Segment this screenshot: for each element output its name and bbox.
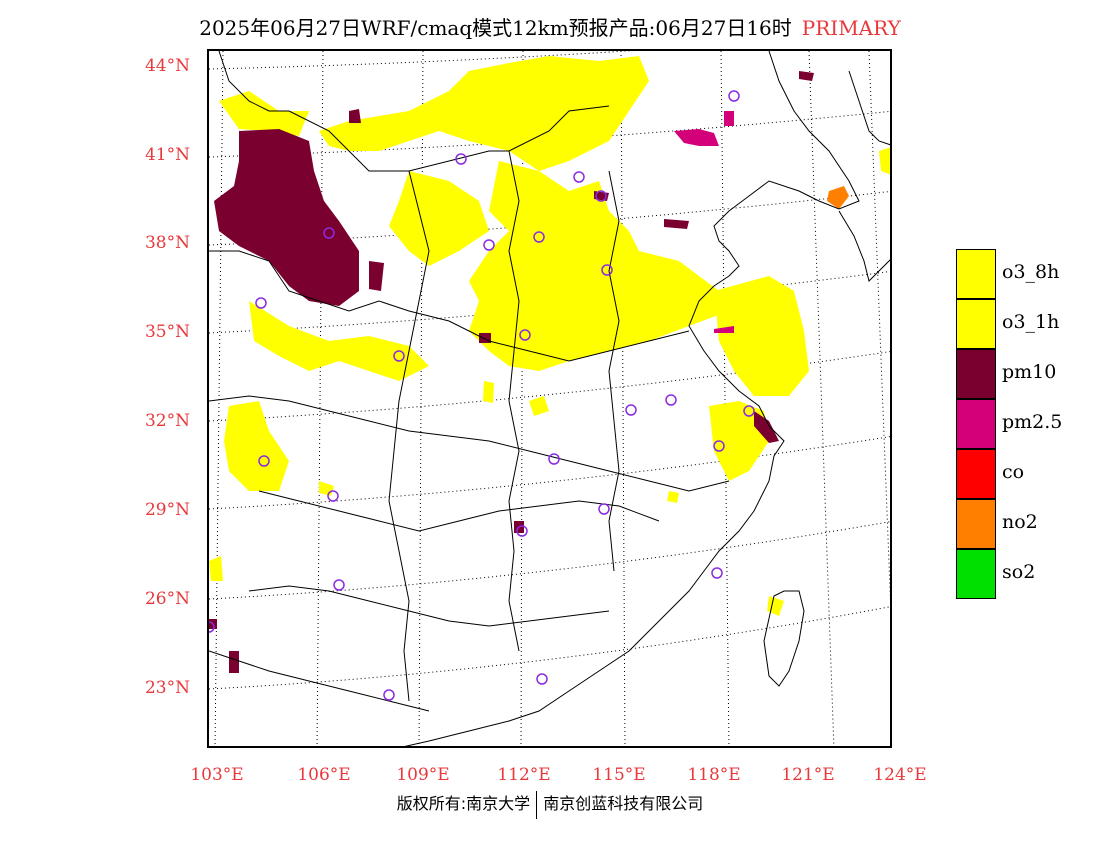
pm25-regions [674,111,734,333]
station-markers [209,90,755,701]
credit-right: 南京创蓝科技有限公司 [543,794,704,813]
legend-swatch [956,499,996,549]
pm10-regions [209,71,814,673]
copyright-footer: 版权所有:南京大学 南京创蓝科技有限公司 [0,790,1100,819]
legend-label: so2 [1002,561,1036,583]
title-main: 2025年06月27日WRF/cmaq模式12km预报产品:06月27日16时 [199,16,792,40]
lon-label: 121°E [781,765,835,785]
legend-label: o3_1h [1002,311,1060,333]
legend-swatch [956,449,996,499]
lon-label: 118°E [687,765,741,785]
o3-regions [209,56,890,616]
credit-divider [536,790,538,819]
lat-label: 29°N [144,500,190,520]
lat-label: 32°N [144,411,190,431]
legend-swatch [956,549,996,599]
lat-label: 44°N [144,56,190,76]
lat-label: 23°N [144,678,190,698]
map-title: 2025年06月27日WRF/cmaq模式12km预报产品:06月27日16时 P… [0,12,1100,41]
legend-swatch [956,299,996,349]
no2-regions [827,186,849,209]
lat-label: 41°N [144,145,190,165]
legend-label: pm2.5 [1002,411,1063,433]
legend-label: no2 [1002,511,1038,533]
lon-label: 112°E [497,765,551,785]
legend-label: o3_8h [1002,261,1060,283]
legend-label: co [1002,461,1025,483]
lon-label: 106°E [297,765,351,785]
lon-label: 109°E [396,765,450,785]
legend-label: pm10 [1002,361,1057,383]
credit-left: 版权所有:南京大学 [396,794,531,813]
title-tag: PRIMARY [801,16,901,40]
lon-label: 124°E [873,765,927,785]
map-panel [207,49,892,748]
legend-swatch [956,249,996,299]
lat-label: 26°N [144,589,190,609]
lon-label: 103°E [190,765,244,785]
legend-swatch [956,399,996,449]
lat-label: 38°N [144,233,190,253]
legend-swatch [956,349,996,399]
lat-label: 35°N [144,322,190,342]
lon-label: 115°E [592,765,646,785]
boundaries [209,51,890,746]
map-canvas [209,51,890,746]
